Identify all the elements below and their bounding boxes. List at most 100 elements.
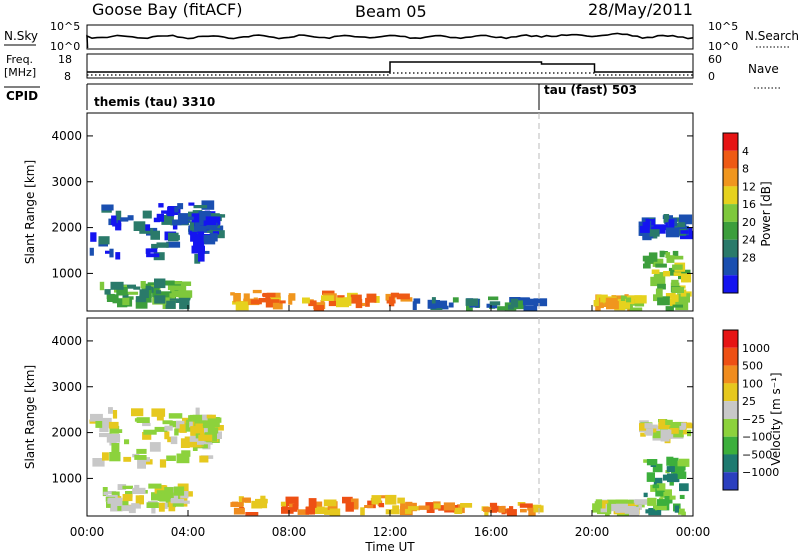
heatmap-cell	[646, 428, 654, 436]
nsky-trace	[86, 32, 694, 49]
heatmap-cell	[155, 290, 162, 294]
heatmap-cell	[117, 505, 123, 511]
heatmap-cell	[672, 304, 683, 308]
colorbar-swatch	[723, 204, 738, 222]
heatmap-cell	[665, 306, 674, 311]
heatmap-cell	[146, 502, 159, 508]
heatmap-cell	[460, 503, 473, 508]
heatmap-cell	[243, 293, 250, 301]
colorbar-swatch	[723, 401, 738, 419]
heatmap-cell	[413, 298, 421, 304]
x-tick-label: 04:00	[171, 525, 206, 539]
heatmap-cell	[245, 512, 259, 516]
heatmap-cell	[435, 300, 448, 309]
heatmap-cell	[172, 206, 179, 213]
heatmap-cell	[161, 210, 175, 214]
heatmap-cell	[156, 281, 164, 288]
heatmap-cell	[115, 223, 122, 231]
freq-tick-bottom: 8	[64, 70, 71, 83]
heatmap-cell	[621, 297, 632, 303]
heatmap-cell	[682, 428, 687, 435]
nsky-label: N.Sky	[4, 29, 38, 43]
y-tick-label: 3000	[51, 380, 82, 394]
heatmap-cell	[107, 498, 118, 504]
heatmap-cell	[302, 297, 310, 304]
heatmap-cell	[150, 230, 160, 240]
colorbar-tick-label: 25	[742, 395, 756, 408]
heatmap-cell	[169, 420, 182, 428]
heatmap-cell	[508, 304, 514, 310]
heatmap-cell	[139, 289, 149, 298]
heatmap-cell	[651, 269, 660, 274]
heatmap-cell	[595, 306, 601, 311]
heatmap-cell	[142, 224, 151, 231]
heatmap-cell	[172, 500, 184, 507]
heatmap-cell	[135, 299, 148, 309]
heatmap-cell	[677, 470, 682, 475]
heatmap-cell	[242, 497, 251, 503]
heatmap-cell	[385, 494, 397, 505]
heatmap-cell	[156, 213, 164, 222]
velocity-heatmap	[89, 407, 693, 516]
x-tick-label: 12:00	[373, 525, 408, 539]
heatmap-cell	[602, 500, 609, 509]
heatmap-cell	[644, 256, 654, 264]
heatmap-cell	[136, 448, 147, 454]
cpid-left-program: themis (tau) 3310	[94, 95, 215, 109]
heatmap-cell	[427, 299, 437, 309]
heatmap-cell	[655, 263, 667, 268]
velocity-colorbar: 1000 500 100 25 −25 −100 −500 −1000	[722, 329, 779, 491]
heatmap-cell	[233, 293, 241, 303]
heatmap-cell	[660, 429, 672, 439]
colorbar-tick-label: −100	[742, 431, 772, 444]
heatmap-cell	[659, 250, 665, 258]
heatmap-cell	[519, 503, 533, 508]
heatmap-cell	[147, 248, 158, 253]
heatmap-cell	[170, 498, 185, 504]
heatmap-cell	[672, 264, 683, 270]
heatmap-cell	[678, 214, 693, 225]
heatmap-cell	[185, 422, 192, 432]
heatmap-cell	[321, 295, 334, 301]
nsearch-tick-bottom: 10^0	[708, 40, 738, 53]
nsearch-tick-top: 10^5	[708, 20, 738, 33]
heatmap-cell	[206, 222, 218, 230]
heatmap-cell	[438, 505, 449, 511]
heatmap-cell	[243, 298, 257, 303]
heatmap-cell	[110, 281, 124, 290]
heatmap-cell	[412, 301, 417, 310]
heatmap-cell	[151, 408, 166, 417]
colorbar-swatch	[723, 418, 738, 437]
heatmap-cell	[186, 419, 192, 423]
colorbar-swatch	[723, 168, 738, 187]
heatmap-cell	[666, 255, 675, 263]
heatmap-cell	[407, 506, 420, 511]
heatmap-cell	[193, 236, 204, 247]
heatmap-cell	[265, 294, 270, 303]
heatmap-cell	[664, 496, 670, 505]
heatmap-cell	[490, 302, 498, 309]
heatmap-cell	[667, 498, 673, 504]
heatmap-cell	[345, 502, 354, 512]
heatmap-cell	[292, 504, 298, 512]
heatmap-cell	[198, 211, 211, 221]
heatmap-cell	[671, 457, 679, 466]
heatmap-cell	[656, 483, 666, 491]
heatmap-cell	[202, 420, 212, 429]
heatmap-cell	[620, 295, 626, 301]
heatmap-cell	[687, 227, 693, 236]
velocity-y-axis: 1000 2000 3000 4000	[51, 334, 693, 485]
heatmap-cell	[323, 499, 337, 507]
y-tick-label: 4000	[51, 334, 82, 348]
heatmap-cell	[645, 218, 650, 228]
x-tick-label: 00:00	[70, 525, 105, 539]
heatmap-cell	[166, 455, 176, 461]
heatmap-cell	[106, 502, 111, 508]
heatmap-cell	[324, 507, 333, 515]
heatmap-cell	[195, 433, 201, 439]
x-axis: 00:00 04:00 08:00 12:00 16:00 20:00 00:00	[70, 305, 710, 539]
heatmap-cell	[679, 494, 685, 499]
heatmap-cell	[320, 300, 325, 306]
colorbar-swatch	[723, 257, 738, 276]
nave-tick-bottom: 0	[708, 70, 715, 83]
